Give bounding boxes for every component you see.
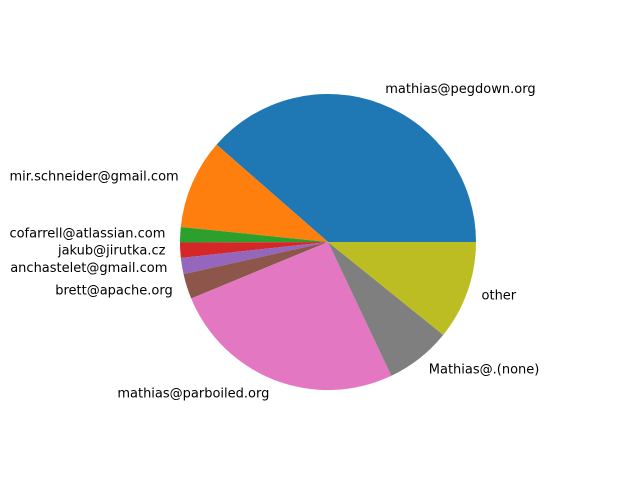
pie-labels: mathias@pegdown.org mir.schneider@gmail.c… (9, 82, 539, 401)
pie-label-mathias-parboiled-org: mathias@parboiled.org (117, 386, 269, 401)
pie-label-anchastelet-gmail-com: anchastelet@gmail.com (10, 261, 167, 276)
pie-label-mir-schneider-gmail-com: mir.schneider@gmail.com (10, 170, 179, 185)
pie-label-mathias-none: Mathias@.(none) (429, 362, 540, 377)
pie-slice-mathias-pegdown-org (216, 94, 476, 243)
pie-label-cofarrell-atlassian-com: cofarrell@atlassian.com (9, 226, 165, 241)
pie-slice-brett-apache-org (183, 242, 328, 299)
pie-label-other: other (482, 289, 517, 304)
pie-label-mathias-pegdown-org: mathias@pegdown.org (385, 82, 535, 97)
pie-slice-anchastelet-gmail-com (180, 242, 328, 275)
pie-label-brett-apache-org: brett@apache.org (55, 283, 173, 298)
pie-slice-mathias-parboiled-org (191, 242, 392, 390)
pie-slice-jakub-jirutka-cz (180, 242, 328, 258)
pie-slice-mathias-none (328, 242, 444, 376)
pie-slice-cofarrell-atlassian-com (179, 226, 328, 243)
pie-slice-other (328, 242, 476, 335)
pie-slice-mir-schneider-gmail-com (180, 144, 328, 242)
pie-label-jakub-jirutka-cz: jakub@jirutka.cz (57, 244, 166, 259)
pie-slices (179, 94, 476, 390)
